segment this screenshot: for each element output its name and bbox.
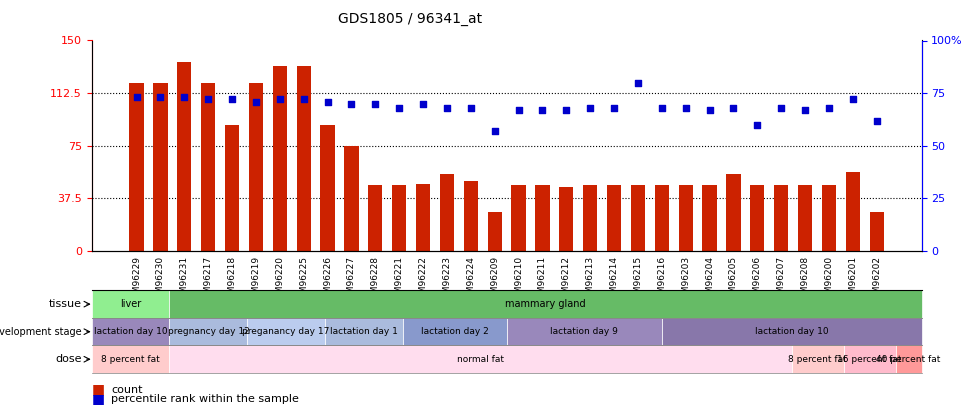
Bar [153, 83, 168, 251]
Bar [583, 185, 597, 251]
Bar [463, 181, 478, 251]
Text: ■: ■ [92, 392, 105, 405]
Text: 8 percent fat: 8 percent fat [101, 355, 160, 364]
Text: lactation day 1: lactation day 1 [330, 327, 398, 336]
Bar [345, 146, 359, 251]
Text: GDS1805 / 96341_at: GDS1805 / 96341_at [338, 12, 482, 26]
Bar [225, 125, 239, 251]
Point [152, 94, 168, 100]
Point [344, 100, 359, 107]
Bar [392, 185, 406, 251]
Point [463, 104, 479, 111]
Text: 16 percent fat: 16 percent fat [838, 355, 902, 364]
Text: dose: dose [56, 354, 82, 364]
Point [583, 104, 598, 111]
Point [510, 107, 526, 113]
Point [439, 104, 455, 111]
Text: development stage: development stage [0, 327, 82, 337]
Point [630, 79, 646, 86]
Bar [798, 185, 813, 251]
Point [868, 117, 884, 124]
Point [821, 104, 837, 111]
Point [726, 104, 741, 111]
Point [535, 107, 550, 113]
Point [797, 107, 813, 113]
Text: count: count [111, 385, 143, 394]
Bar [129, 83, 144, 251]
Point [606, 104, 621, 111]
Text: liver: liver [120, 299, 141, 309]
Text: mammary gland: mammary gland [506, 299, 586, 309]
Point [319, 98, 335, 105]
Text: ■: ■ [92, 383, 105, 396]
Bar [249, 83, 263, 251]
Point [177, 94, 192, 100]
Bar [822, 185, 836, 251]
Bar [845, 173, 860, 251]
Point [272, 96, 288, 103]
Bar [536, 185, 550, 251]
Bar [631, 185, 645, 251]
Bar [178, 62, 191, 251]
Bar [487, 212, 502, 251]
Bar [416, 184, 430, 251]
Text: percentile rank within the sample: percentile rank within the sample [111, 394, 299, 404]
Point [774, 104, 789, 111]
Bar [511, 185, 526, 251]
Text: normal fat: normal fat [457, 355, 504, 364]
Point [392, 104, 407, 111]
Bar [559, 187, 573, 251]
Text: pregnancy day 12: pregnancy day 12 [168, 327, 249, 336]
Bar [320, 125, 335, 251]
Point [201, 96, 216, 103]
Bar [750, 185, 764, 251]
Point [845, 96, 861, 103]
Point [654, 104, 670, 111]
Bar [654, 185, 669, 251]
Point [368, 100, 383, 107]
Bar [369, 185, 382, 251]
Bar [201, 83, 215, 251]
Point [750, 122, 765, 128]
Text: 40 percent fat: 40 percent fat [876, 355, 941, 364]
Point [702, 107, 717, 113]
Text: preganancy day 17: preganancy day 17 [242, 327, 330, 336]
Text: lactation day 9: lactation day 9 [550, 327, 619, 336]
Bar [774, 185, 788, 251]
Bar [273, 66, 287, 251]
Bar [678, 185, 693, 251]
Text: 8 percent fat: 8 percent fat [788, 355, 847, 364]
Text: lactation day 10: lactation day 10 [94, 327, 167, 336]
Bar [703, 185, 717, 251]
Point [678, 104, 694, 111]
Bar [727, 174, 740, 251]
Text: lactation day 10: lactation day 10 [755, 327, 829, 336]
Point [296, 96, 312, 103]
Bar [607, 185, 621, 251]
Point [487, 128, 503, 134]
Point [224, 96, 239, 103]
Point [559, 107, 574, 113]
Bar [296, 66, 311, 251]
Point [248, 98, 263, 105]
Bar [869, 212, 884, 251]
Bar [440, 174, 455, 251]
Text: tissue: tissue [49, 299, 82, 309]
Point [415, 100, 430, 107]
Text: lactation day 2: lactation day 2 [421, 327, 488, 336]
Point [129, 94, 145, 100]
